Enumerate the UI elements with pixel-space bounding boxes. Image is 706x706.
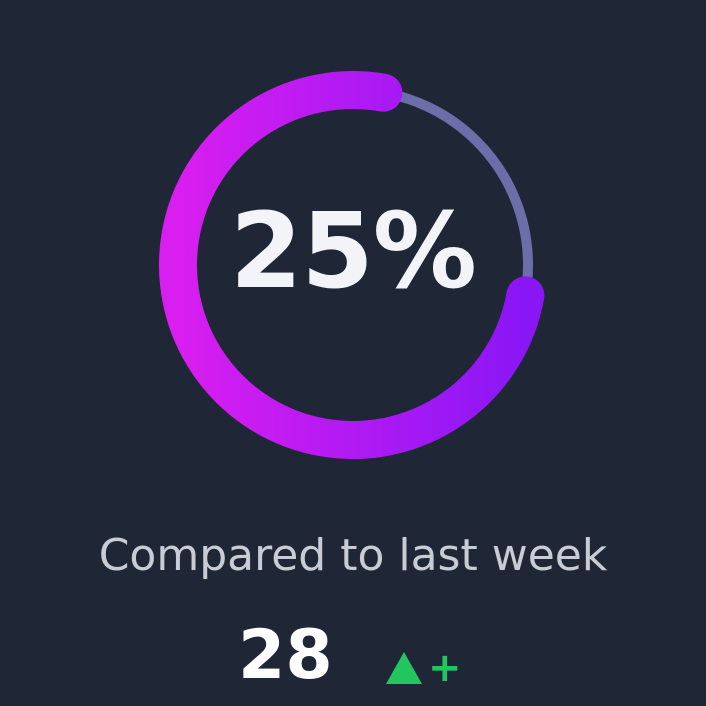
comparison-value: 28	[238, 616, 333, 695]
comparison-stat-row: 28 +	[0, 616, 706, 696]
progress-arc	[159, 71, 545, 459]
progress-ring: 25%	[158, 70, 548, 460]
comparison-label: Compared to last week	[98, 530, 608, 581]
progress-ring-graphic	[159, 71, 545, 459]
triangle-up-icon	[386, 652, 422, 684]
progress-percent-label: 25%	[230, 190, 477, 312]
trend-indicator: +	[382, 638, 462, 698]
trend-sign: +	[428, 645, 462, 691]
